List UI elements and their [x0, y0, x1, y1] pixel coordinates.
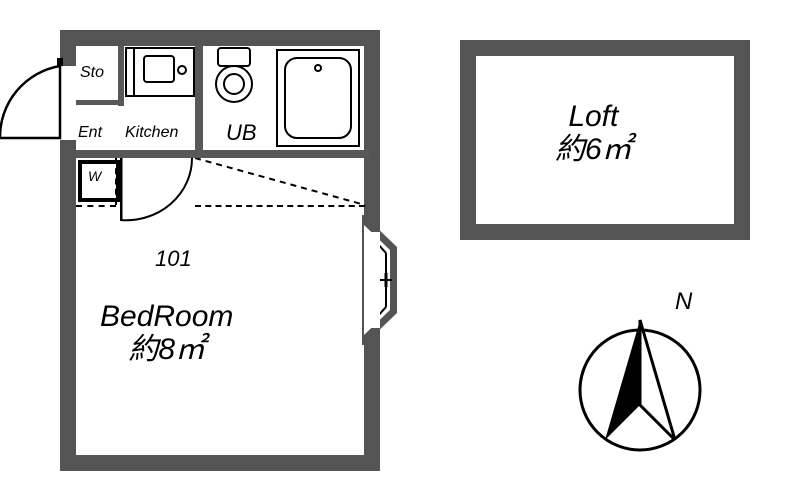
partition-sto-ent — [76, 100, 122, 105]
wall-top — [60, 30, 380, 46]
dashed-v1 — [115, 158, 117, 205]
wall-bottom — [60, 455, 380, 471]
loft-wall-top — [460, 40, 750, 56]
unit-number-label: 101 — [155, 248, 192, 270]
loft-wall-left — [460, 40, 476, 240]
loft-area: 約6㎡ — [555, 133, 632, 166]
entry-door-arc — [0, 58, 80, 142]
toilet — [210, 46, 258, 106]
kitchen-label: Kitchen — [125, 125, 178, 141]
compass: N — [570, 290, 720, 460]
wall-left-lower — [60, 140, 76, 471]
partition-upper-h — [76, 150, 206, 158]
w-label: W — [88, 169, 101, 183]
sto-label: Sto — [80, 65, 104, 81]
partition-upper-h2 — [195, 150, 370, 158]
floor-plan-canvas: Sto Ent Kitchen UB W 101 BedRoom 約8㎡ Lof… — [0, 0, 800, 500]
ub-label: UB — [226, 122, 257, 144]
loft-name: Loft — [568, 100, 618, 133]
bay-window-opening — [364, 232, 380, 328]
bedroom-name: BedRoom — [100, 300, 233, 333]
bedroom-label: BedRoom 約8㎡ — [100, 300, 233, 366]
loft-wall-right — [734, 40, 750, 240]
partition-kitchen-bath — [195, 46, 203, 158]
dashed-loft-line-1 — [76, 205, 116, 207]
ent-label: Ent — [78, 125, 102, 141]
loft-wall-bottom — [460, 224, 750, 240]
bedroom-area: 約8㎡ — [128, 333, 205, 366]
dashed-diagonal — [195, 158, 370, 208]
kitchen-sink — [124, 46, 196, 104]
bedroom-door-arc — [120, 158, 200, 228]
loft-label: Loft 約6㎡ — [555, 100, 632, 166]
bathtub — [275, 48, 361, 148]
